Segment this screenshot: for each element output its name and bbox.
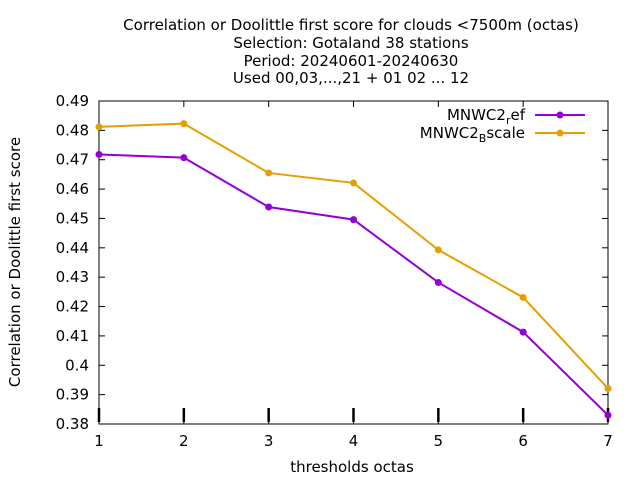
x-tick-label: 4 [349, 432, 359, 450]
x-axis-ticks: 1 2 3 4 5 6 7 [94, 101, 613, 450]
plot-frame [98, 100, 609, 425]
y-axis-ticks: 0.38 0.39 0.4 0.41 0.42 0.43 0.44 0.45 0.46 0.47 0… [56, 92, 608, 433]
x-tick-label: 1 [94, 432, 104, 450]
x-axis-label: thresholds octas [290, 458, 414, 476]
data-point [519, 293, 527, 301]
series-layer [95, 120, 612, 419]
y-tick-label: 0.41 [56, 327, 89, 345]
data-point [180, 120, 188, 128]
y-tick-label: 0.42 [56, 298, 89, 316]
x-tick-label: 6 [518, 432, 528, 450]
series-line [98, 122, 609, 390]
legend-swatch-point [556, 111, 564, 119]
chart-title-line-1: Correlation or Doolittle first score for… [123, 16, 579, 34]
y-axis-label: Correlation or Doolittle first score [6, 137, 24, 387]
legend-label: MNWC2Bscale [420, 124, 525, 145]
x-tick-label: 2 [179, 432, 189, 450]
y-tick-label: 0.48 [56, 121, 89, 139]
y-tick-label: 0.49 [56, 92, 89, 110]
data-point [265, 203, 273, 211]
x-tick-label: 7 [603, 432, 613, 450]
chart-title-line-4: Used 00,03,...,21 + 01 02 ... 12 [233, 69, 469, 87]
chart-title-line-3: Period: 20240601-20240630 [244, 52, 459, 70]
legend-swatch-point [556, 129, 564, 137]
series-line [98, 153, 609, 416]
x-tick-label: 3 [264, 432, 274, 450]
data-point [604, 411, 612, 419]
data-point [95, 150, 103, 158]
y-tick-label: 0.4 [65, 356, 89, 374]
y-tick-label: 0.38 [56, 415, 89, 433]
y-tick-label: 0.45 [56, 209, 89, 227]
data-point [180, 154, 188, 162]
x-tick-label: 5 [434, 432, 444, 450]
data-point [265, 169, 273, 177]
y-tick-label: 0.43 [56, 268, 89, 286]
data-point [95, 123, 103, 131]
data-point [434, 278, 442, 286]
data-point [350, 179, 357, 187]
data-point [604, 384, 612, 392]
chart-title-line-2: Selection: Gotaland 38 stations [233, 34, 468, 52]
y-tick-label: 0.39 [56, 386, 89, 404]
data-point [434, 246, 442, 254]
data-point [350, 216, 357, 224]
series-1 [95, 150, 612, 419]
series-2 [95, 120, 612, 392]
data-point [519, 328, 527, 336]
y-tick-label: 0.46 [56, 180, 89, 198]
legend-label: MNWC2ref [447, 106, 526, 127]
y-tick-label: 0.47 [56, 151, 89, 169]
y-tick-label: 0.44 [56, 239, 89, 257]
